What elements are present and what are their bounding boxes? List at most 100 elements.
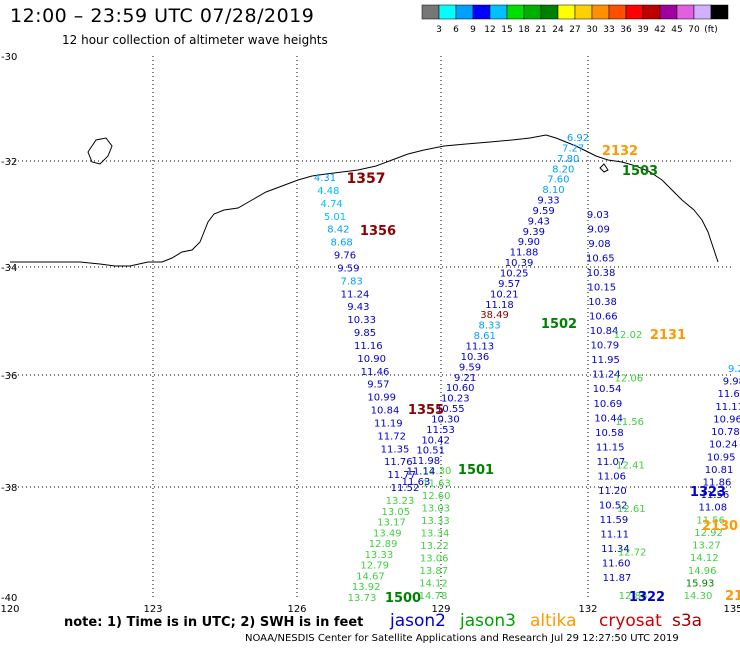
swh-value: 7.83 xyxy=(341,276,363,287)
swh-value: 11.19 xyxy=(374,418,403,429)
colorbar-tick-label: 15 xyxy=(501,25,512,35)
swh-value: 12.30 xyxy=(423,466,452,477)
swh-value: 14.96 xyxy=(688,566,717,577)
swh-value: 5.01 xyxy=(324,212,346,223)
coastline-path xyxy=(10,134,719,267)
longitude-tick-label: 126 xyxy=(287,604,306,615)
swh-value: 12.89 xyxy=(369,539,398,550)
colorbar-tick-label: 18 xyxy=(518,25,530,35)
swh-value: 10.42 xyxy=(421,435,450,446)
legend-cryosat: cryosat xyxy=(599,611,662,631)
swh-value: 8.42 xyxy=(327,225,349,236)
swh-value: 11.35 xyxy=(381,444,410,455)
swh-value: 13.73 xyxy=(348,593,377,604)
pass-time-label: 1502 xyxy=(541,317,577,332)
swh-value: 8.61 xyxy=(474,331,496,342)
swh-value: 13.34 xyxy=(421,529,450,540)
latitude-labels: -30 -32 -34 -36 -38 -40 xyxy=(1,52,17,604)
swh-value: 10.24 xyxy=(709,440,738,451)
swh-value: 10.96 xyxy=(713,414,740,425)
swh-value: 13.23 xyxy=(386,496,415,507)
swh-value: 15.93 xyxy=(686,578,715,589)
swh-value: 8.33 xyxy=(479,321,501,332)
swh-value: 7.80 xyxy=(557,154,579,165)
pass-time-label: 2131 xyxy=(650,328,686,343)
swh-value: 11.63 xyxy=(717,389,740,400)
map-subtitle: 12 hour collection of altimeter wave hei… xyxy=(62,33,328,47)
swh-value: 11.20 xyxy=(598,486,627,497)
longitude-tick-label: 132 xyxy=(578,604,597,615)
longitude-tick-label: 129 xyxy=(431,604,450,615)
colorbar-tick-label: 12 xyxy=(484,25,495,35)
swh-value: 10.38 xyxy=(587,268,616,279)
swh-value: 10.79 xyxy=(591,341,620,352)
satellite-tracks: 4.314.484.745.018.428.689.769.597.8311.2… xyxy=(314,133,740,604)
swh-value: 11.87 xyxy=(603,573,632,584)
latitude-tick-label: -30 xyxy=(1,52,17,63)
colorbar-tick-label: 27 xyxy=(569,25,580,35)
swh-value: 11.46 xyxy=(361,367,390,378)
swh-value: 7.27 xyxy=(562,143,584,154)
swh-value: 11.56 xyxy=(615,417,644,428)
swh-value: 11.15 xyxy=(596,442,625,453)
pass-time-label: 2130 xyxy=(702,519,738,534)
swh-value: 12.41 xyxy=(616,461,645,472)
swh-value: 9.57 xyxy=(498,279,520,290)
swh-value: 13.22 xyxy=(420,541,449,552)
colorbar-tick-label: 21 xyxy=(535,25,546,35)
swh-value: 10.15 xyxy=(587,283,616,294)
swh-value: 9.98 xyxy=(723,377,740,388)
swh-value: 10.36 xyxy=(461,352,490,363)
swh-value: 10.90 xyxy=(357,354,386,365)
swh-value: 10.65 xyxy=(586,254,615,265)
colorbar-tick-label: 70 xyxy=(688,25,700,35)
swh-value: 12.72 xyxy=(618,548,647,559)
swh-value: 14.12 xyxy=(419,579,448,590)
swh-value: 10.44 xyxy=(594,413,623,424)
swh-value: 9.76 xyxy=(334,251,356,262)
swh-value: 11.24 xyxy=(592,370,621,381)
swh-value: 9.90 xyxy=(518,237,540,248)
colorbar-tick-label: 42 xyxy=(654,25,665,35)
legend-note: note: 1) Time is in UTC; 2) SWH is in fe… xyxy=(64,615,363,630)
swh-value: 11.13 xyxy=(465,341,494,352)
swh-value: 9.21 xyxy=(454,373,476,384)
swh-value: 11.98 xyxy=(411,456,440,467)
swh-value: 12.06 xyxy=(615,374,644,385)
latitude-tick-label: -36 xyxy=(1,371,17,382)
swh-value: 11.77 xyxy=(387,470,416,481)
pass-time-label: 21 xyxy=(725,589,740,604)
swh-value: 9.59 xyxy=(459,362,481,373)
colorbar-tick-label: 36 xyxy=(620,25,632,35)
swh-value: 12.61 xyxy=(617,504,646,515)
swh-value: 7.60 xyxy=(547,175,569,186)
swh-value: 13.27 xyxy=(692,541,721,552)
pass-time-label: 1356 xyxy=(360,224,396,239)
pass-time-label: 1500 xyxy=(385,591,421,606)
swh-value: 11.60 xyxy=(602,558,631,569)
swh-value: 10.39 xyxy=(505,258,534,269)
legend-jason2: jason2 xyxy=(389,611,446,631)
swh-value: 10.30 xyxy=(431,414,460,425)
swh-value: 11.56 xyxy=(696,515,725,526)
swh-value: 13.49 xyxy=(373,528,402,539)
swh-value: 9.39 xyxy=(523,227,545,238)
swh-value: 11.24 xyxy=(341,289,370,300)
colorbar-swatch xyxy=(710,4,729,20)
swh-value: 10.69 xyxy=(594,399,623,410)
swh-value: 9.03 xyxy=(587,210,609,221)
swh-value: 9.59 xyxy=(533,206,555,217)
swh-value: 11.56 xyxy=(701,490,730,501)
swh-value: 6.92 xyxy=(567,133,589,144)
swh-value: 9.57 xyxy=(367,380,389,391)
swh-value: 14.30 xyxy=(684,591,713,602)
swh-value: 11.11 xyxy=(600,529,629,540)
legend-jason3: jason3 xyxy=(459,611,516,631)
longitude-tick-label: 123 xyxy=(143,604,162,615)
swh-value: 11.34 xyxy=(601,544,630,555)
swh-value: 10.84 xyxy=(590,326,619,337)
swh-value: 10.58 xyxy=(595,428,624,439)
latitude-tick-label: -32 xyxy=(1,157,17,168)
swh-value: 9.85 xyxy=(354,328,376,339)
